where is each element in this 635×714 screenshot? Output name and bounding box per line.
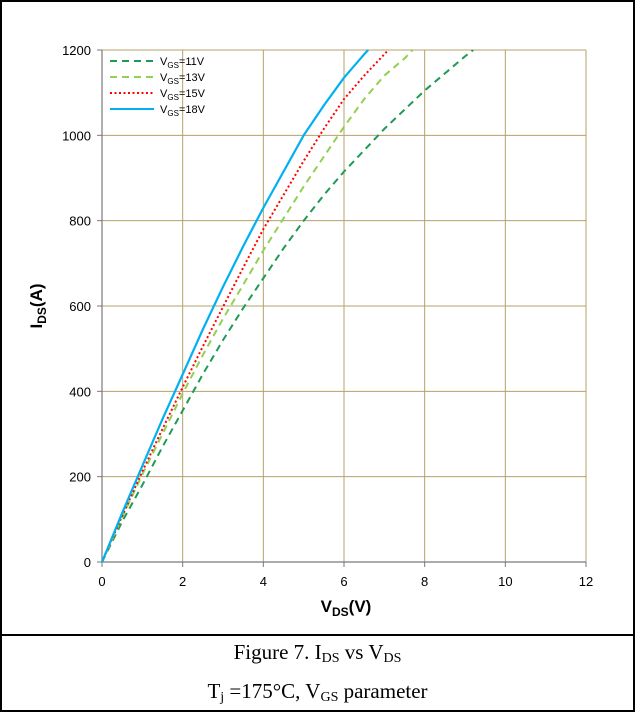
y-tick-label: 0: [84, 555, 91, 570]
series-line-3: [101, 49, 390, 563]
series-line-4: [100, 49, 370, 563]
legend-label-1: VGS=11V: [160, 56, 205, 70]
y-tick-label: 1000: [62, 128, 91, 143]
x-tick-label: 4: [260, 574, 267, 589]
y-tick-label: 600: [69, 299, 91, 314]
y-tick-label: 800: [69, 214, 91, 229]
x-tick-label: 0: [98, 574, 105, 589]
caption-conditions: Tj =175°C, VGS parameter: [207, 679, 428, 705]
y-axis-label: IDS(A): [27, 283, 49, 328]
x-tick-label: 2: [179, 574, 186, 589]
legend-label-2: VGS=13V: [160, 72, 206, 86]
legend-label-4: VGS=18V: [160, 104, 206, 118]
caption-title: Figure 7. IDS vs VDS: [233, 640, 402, 666]
legend-label-3: VGS=15V: [160, 88, 206, 102]
y-tick-label: 400: [69, 384, 91, 399]
x-axis-label: VDS(V): [321, 597, 372, 619]
y-tick-label: 200: [69, 470, 91, 485]
x-tick-label: 12: [579, 574, 593, 589]
series-line-1: [101, 49, 474, 563]
x-tick-label: 6: [340, 574, 347, 589]
figure-caption: Figure 7. IDS vs VDS Tj =175°C, VGS para…: [2, 636, 633, 712]
chart: 0 2 4 6 8 10 12 0 200 400 600 800 1000 1200 VDS(V) IDS(…: [27, 43, 593, 619]
y-tick-label: 1200: [62, 43, 91, 58]
series-line-2: [101, 49, 414, 563]
x-tick-label: 10: [498, 574, 512, 589]
x-tick-label: 8: [421, 574, 428, 589]
